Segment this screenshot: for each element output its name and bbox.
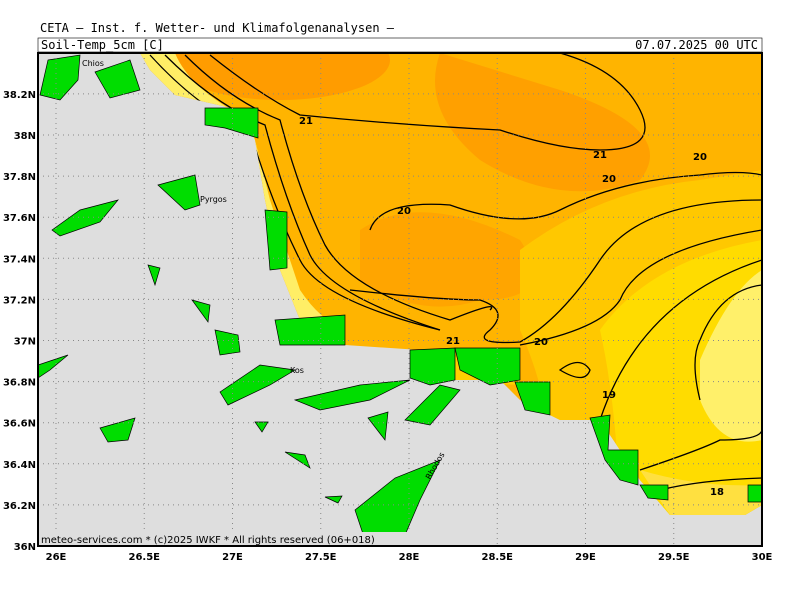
lon-label: 29.5E xyxy=(658,552,690,563)
header-title: CETA — Inst. f. Wetter- und Klimafolgena… xyxy=(40,21,395,35)
lat-label: 37.8N xyxy=(3,172,36,183)
lat-label: 36.4N xyxy=(3,460,36,471)
place-label: Chios xyxy=(82,59,104,68)
footer: meteo-services.com * (c)2025 IWKF * All … xyxy=(41,535,375,546)
lat-label: 37N xyxy=(14,337,36,348)
lat-label: 36N xyxy=(14,542,36,553)
lat-label: 36.8N xyxy=(3,378,36,389)
lat-label: 37.4N xyxy=(3,254,36,265)
lon-label: 29E xyxy=(575,552,596,563)
map-frame xyxy=(37,52,763,547)
contour-label: 18 xyxy=(710,487,724,498)
lat-label: 38.2N xyxy=(3,90,36,101)
field-name: Soil-Temp_5cm [C] xyxy=(41,38,164,52)
contour-label: 20 xyxy=(693,152,707,163)
lon-label: 28E xyxy=(399,552,420,563)
lon-label: 30E xyxy=(752,552,773,563)
lat-label: 36.6N xyxy=(3,419,36,430)
lat-label: 37.6N xyxy=(3,213,36,224)
place-label: Kos xyxy=(290,366,304,375)
lon-label: 26.5E xyxy=(128,552,160,563)
lat-label: 36.2N xyxy=(3,501,36,512)
islands xyxy=(38,54,762,541)
contour-label: 19 xyxy=(602,390,616,401)
lon-label: 28.5E xyxy=(481,552,513,563)
valid-time: 07.07.2025 00 UTC xyxy=(635,38,758,52)
lon-label: 27.5E xyxy=(305,552,337,563)
lat-label: 37.2N xyxy=(3,295,36,306)
contour-label: 21 xyxy=(299,116,313,127)
contour-label: 20 xyxy=(602,174,616,185)
footer-bg xyxy=(38,532,410,546)
contour-label: 20 xyxy=(534,337,548,348)
contour-label: 21 xyxy=(446,336,460,347)
place-label: Pyrgos xyxy=(200,195,227,204)
contour-label: 20 xyxy=(397,206,411,217)
lat-label: 38N xyxy=(14,131,36,142)
contour-label: 21 xyxy=(593,150,607,161)
graticule xyxy=(38,53,762,546)
lon-label: 26E xyxy=(46,552,67,563)
lon-label: 27E xyxy=(222,552,243,563)
